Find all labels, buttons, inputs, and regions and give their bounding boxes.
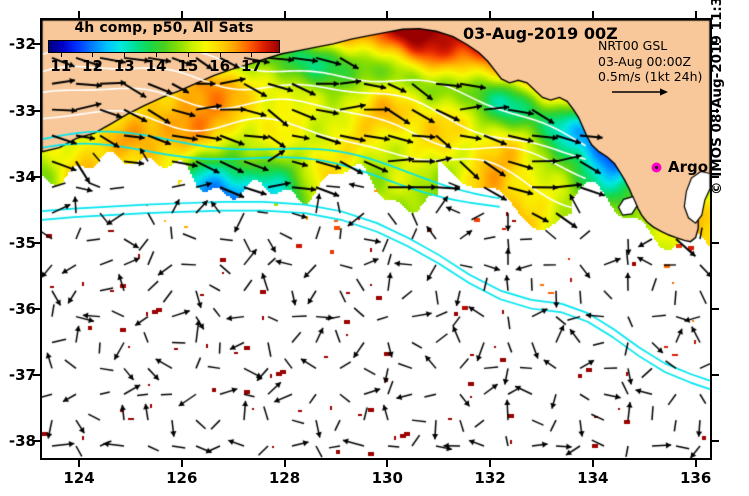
vector-scale-arrow-icon <box>612 88 668 96</box>
argo-label: Argo <box>668 158 709 176</box>
colorbar-tick <box>156 53 158 57</box>
legend-product: NRT00 GSL <box>598 38 668 53</box>
x-tick-top <box>694 11 697 18</box>
y-tick <box>33 109 40 112</box>
y-tick-label: -35 <box>8 233 36 252</box>
x-tick-label: 132 <box>474 469 506 487</box>
colorbar-ticks <box>48 53 280 57</box>
colorbar-tick-label: 15 <box>177 57 199 75</box>
x-tick-label: 130 <box>371 469 403 487</box>
product-legend: NRT00 GSL 03-Aug 00:00Z 0.5m/s (1kt 24h) <box>598 38 710 85</box>
x-tick-top <box>386 11 389 18</box>
x-tick-top <box>489 11 492 18</box>
y-tick-label: -36 <box>8 300 36 319</box>
colorbar-title: 4h comp, p50, All Sats <box>74 20 254 36</box>
map-plot-area[interactable] <box>40 18 712 460</box>
x-tick <box>386 460 389 467</box>
x-tick-top <box>180 11 183 18</box>
copyright-notice: © IMOS 08-Aug-2019 11:36 Hobart <box>709 0 725 195</box>
y-tick-label: -38 <box>8 432 36 451</box>
y-tick-right <box>712 109 719 112</box>
colorbar-tick <box>187 53 189 57</box>
date-stamp: 03-Aug-2019 00Z <box>463 24 618 43</box>
colorbar-tick-label: 16 <box>209 57 231 75</box>
x-tick-label: 126 <box>166 469 198 487</box>
x-tick <box>283 460 286 467</box>
colorbar-tick <box>251 53 253 57</box>
y-tick-right <box>712 308 719 311</box>
colorbar-tick <box>92 53 94 57</box>
x-tick-label: 124 <box>63 469 95 487</box>
sst-current-map-canvas[interactable] <box>42 20 710 458</box>
y-tick-label: -32 <box>8 35 36 54</box>
y-tick <box>33 374 40 377</box>
x-tick <box>694 460 697 467</box>
x-tick <box>591 460 594 467</box>
colorbar-panel: 4h comp, p50, All Sats 11 12 13 14 15 16 17 <box>44 20 284 75</box>
y-tick <box>33 440 40 443</box>
colorbar-tick-label: 12 <box>82 57 103 75</box>
legend-product-time: 03-Aug 00:00Z <box>598 53 692 69</box>
x-tick-label: 128 <box>268 469 301 487</box>
colorbar-tick-label: 13 <box>113 57 135 75</box>
colorbar-tick-label: 17 <box>240 57 262 75</box>
y-tick-right <box>712 175 719 178</box>
y-tick <box>33 241 40 244</box>
y-tick-label: -34 <box>8 167 36 186</box>
x-tick-label: 136 <box>679 469 712 487</box>
y-tick-label: -37 <box>8 366 36 385</box>
colorbar-tick <box>219 53 221 57</box>
colorbar-tick <box>60 53 62 57</box>
y-tick-right <box>712 241 719 244</box>
y-tick-right <box>712 440 719 443</box>
colorbar-tick <box>124 53 126 57</box>
colorbar-tick-label: 11 <box>50 57 72 75</box>
y-tick <box>33 308 40 311</box>
y-tick <box>33 175 40 178</box>
x-tick-top <box>283 11 286 18</box>
y-tick-right <box>712 374 719 377</box>
y-tick-right <box>712 43 719 46</box>
x-tick-top <box>591 11 594 18</box>
colorbar-tick-label: 14 <box>145 57 167 75</box>
x-tick-top <box>77 11 80 18</box>
colorbar-tick-labels: 11 12 13 14 15 16 17 <box>44 57 284 75</box>
x-tick <box>180 460 183 467</box>
x-tick <box>489 460 492 467</box>
y-tick <box>33 43 40 46</box>
legend-vector-scale: 0.5m/s (1kt 24h) <box>598 69 703 84</box>
argo-float-marker-icon[interactable] <box>651 162 662 173</box>
colorbar-gradient <box>48 40 280 53</box>
y-tick-label: -33 <box>8 101 36 120</box>
x-tick-label: 134 <box>577 469 609 487</box>
x-tick <box>77 460 80 467</box>
